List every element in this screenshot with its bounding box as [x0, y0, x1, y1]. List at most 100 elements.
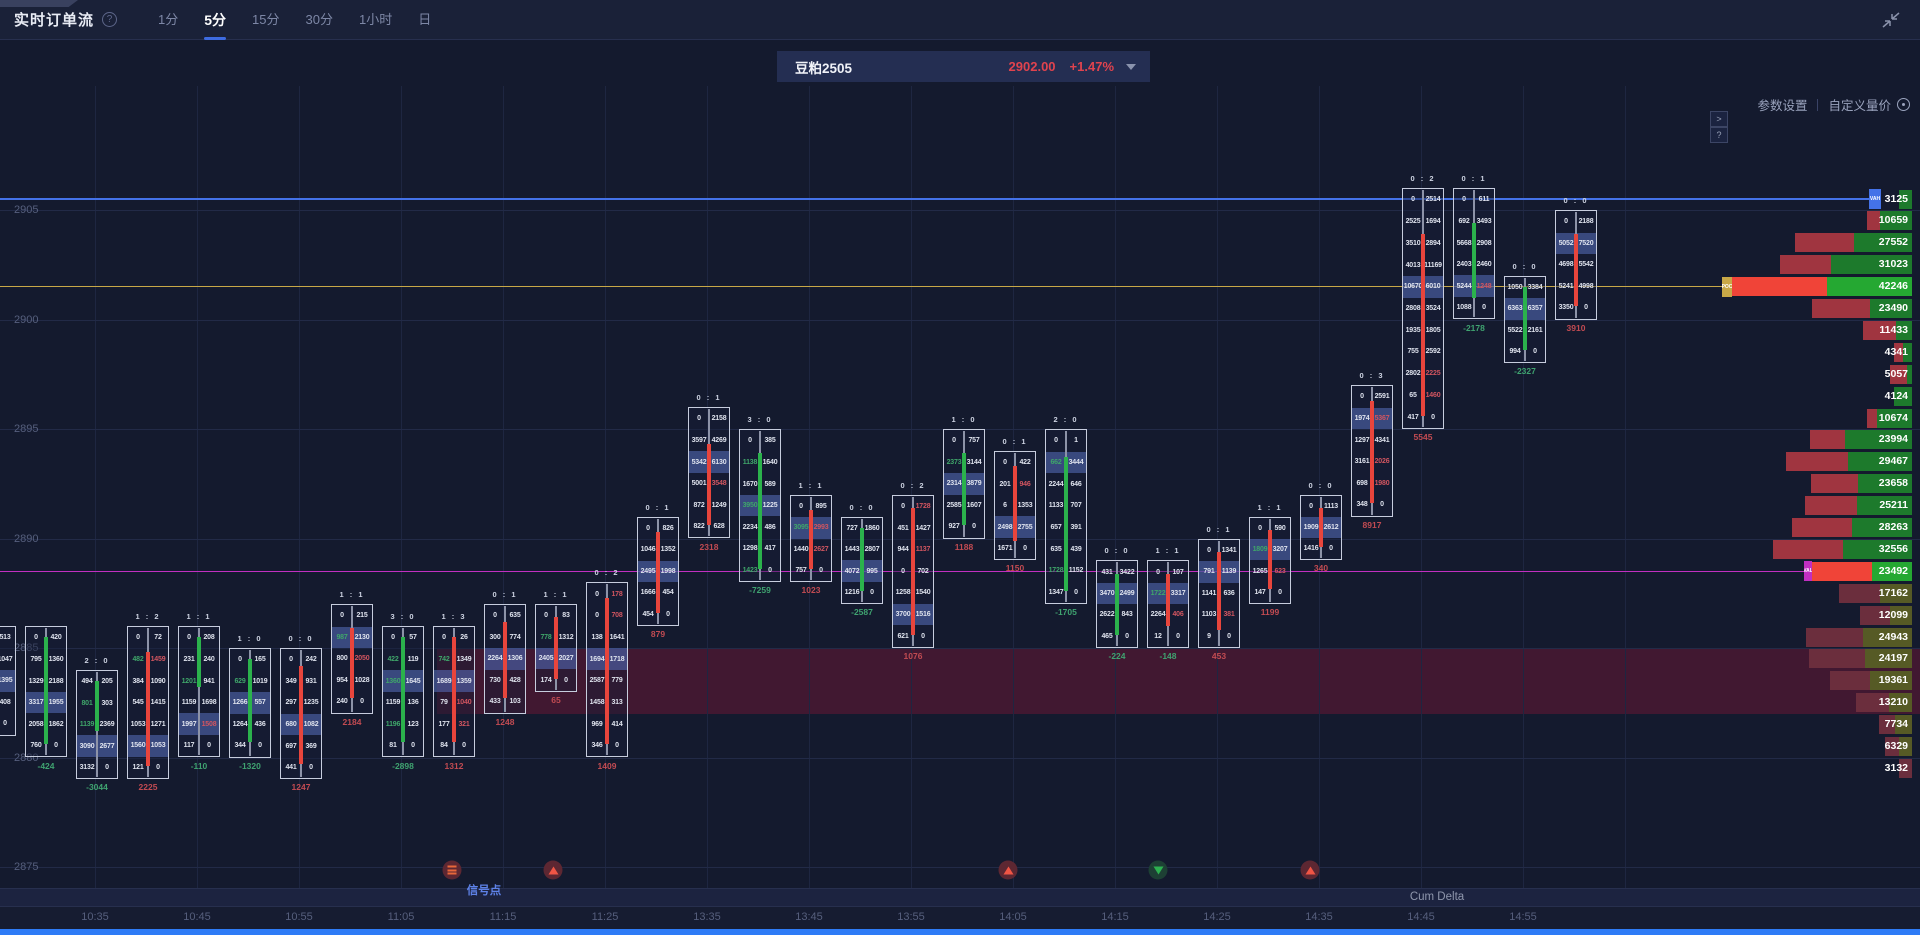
imbalance-header: 1 : 1	[186, 612, 212, 622]
ask-column: 2188 7520 5542 4998 0	[1576, 211, 1596, 319]
vertical-gridline	[1523, 86, 1524, 888]
ask-cell: 0	[1125, 632, 1129, 640]
gear-icon[interactable]	[1897, 98, 1910, 111]
candle-body	[503, 621, 507, 699]
sell-volume-segment	[1866, 211, 1881, 231]
bid-column: 727 1443 4072 1216	[842, 518, 862, 604]
expand-panel-button[interactable]: >	[1710, 111, 1728, 127]
price-axis-label: 2890	[14, 532, 39, 545]
tab-5分[interactable]: 5分	[204, 0, 226, 40]
bid-cell: 872	[693, 501, 705, 509]
bid-cell: 1201	[181, 677, 197, 685]
bid-column: 0 692 5668 2403 5244 1088	[1454, 189, 1474, 318]
bid-cell: 81	[389, 742, 397, 750]
signal-marker-down[interactable]	[1148, 860, 1168, 880]
ask-cell: 3444	[1066, 451, 1086, 474]
tab-15分[interactable]: 15分	[252, 11, 280, 27]
imbalance-header: 0 : 1	[696, 393, 722, 403]
volume-profile-value: 3125	[1884, 192, 1908, 205]
ask-cell: 995	[862, 560, 882, 582]
top-bar: 实时订单流 ? 1分 5分 15分 30分 1小时 日	[0, 0, 1920, 40]
ask-cell: 0	[1023, 545, 1027, 553]
candle-body	[554, 617, 558, 679]
candle-delta-label: -2178	[1463, 322, 1485, 333]
ask-cell: 1427	[915, 524, 931, 532]
ask-cell: 436	[254, 720, 266, 728]
bid-cell: 5052	[1556, 232, 1576, 254]
bid-cell: 3317	[26, 691, 46, 714]
bid-cell: 0	[340, 612, 344, 620]
bid-cell: 1694	[587, 648, 607, 670]
ask-cell: 1306	[505, 648, 525, 670]
footprint-chart[interactable]: 2905290028952890288528802875090322171025…	[0, 41, 1920, 888]
collapse-icon[interactable]	[1880, 10, 1902, 30]
ask-column: 178 708 1641 1718 779 313 414 0	[607, 583, 627, 756]
ask-cell: 3317	[1168, 582, 1188, 605]
ask-column: 2514 1694 2894 11169 6010 3524 1805 2592 2225 146…	[1423, 189, 1443, 428]
sell-volume-segment	[1811, 561, 1872, 581]
bid-cell: 348	[1356, 501, 1368, 509]
signal-marker-up[interactable]	[1300, 860, 1320, 880]
cum-delta-pane[interactable]: Cum Delta	[0, 888, 1920, 907]
bid-cell: 0	[493, 612, 497, 620]
ask-cell: 4341	[1374, 436, 1390, 444]
signal-marker-stack[interactable]	[442, 860, 462, 880]
volume-profile-bar	[1863, 320, 1912, 340]
bid-cell: 4072	[842, 560, 862, 582]
bid-cell: 0	[901, 567, 905, 575]
ask-cell: 1019	[252, 677, 268, 685]
bid-cell: 1264	[232, 720, 248, 728]
ask-cell: 1645	[403, 670, 423, 692]
bid-cell: 1671	[997, 545, 1013, 553]
bid-cell: 1216	[844, 589, 860, 597]
ask-cell: 1459	[150, 656, 166, 663]
param-settings-link[interactable]: 参数设置	[1757, 99, 1808, 113]
ask-cell: 3493	[1476, 217, 1492, 225]
custom-volume-price-link[interactable]: 自定义量价	[1828, 99, 1891, 113]
ask-cell: 557	[250, 692, 270, 714]
bid-cell: 417	[1407, 413, 1419, 421]
candle-delta-label: -424	[37, 760, 55, 771]
imbalance-header: 0 : 0	[288, 634, 314, 643]
bid-cell: 1416	[1303, 545, 1319, 553]
volume-profile-bar	[1808, 649, 1912, 669]
ask-cell: 0	[1227, 632, 1231, 640]
tab-1小时[interactable]: 1小时	[358, 11, 393, 27]
poc-line	[0, 285, 1722, 288]
candle[interactable]: 090322171025361513104713954080	[0, 626, 16, 736]
ask-cell: 2499	[1117, 582, 1137, 605]
signal-marker-up[interactable]	[543, 860, 563, 880]
bid-column: 0 422 1360 1159 1196 81	[383, 627, 403, 756]
volume-profile-value: 10674	[1878, 411, 1908, 424]
panel-help-button[interactable]: ?	[1710, 127, 1728, 143]
ask-cell: 1053	[148, 735, 168, 757]
bid-cell: 0	[1411, 196, 1415, 204]
bid-column: 0 791 1141 1103 9	[1199, 540, 1219, 648]
ask-cell: 0	[360, 698, 364, 706]
buy-volume-segment	[1895, 320, 1912, 340]
bid-cell: 3132	[79, 764, 95, 772]
contract-selector[interactable]: 豆粕2505 2902.00 +1.47%	[777, 51, 1150, 82]
volume-profile-value: 17162	[1878, 586, 1908, 599]
bid-cell: 657	[1050, 523, 1062, 531]
tab-日[interactable]: 日	[418, 11, 432, 27]
sell-volume-segment	[1779, 255, 1832, 275]
title-help-icon[interactable]: ?	[102, 12, 118, 27]
tab-1分[interactable]: 1分	[158, 11, 179, 27]
bid-column: 0 201 6 2498 1671	[995, 452, 1015, 560]
ask-cell: 1360	[48, 655, 64, 663]
ask-cell: 2612	[1321, 516, 1341, 539]
bid-cell: 5522	[1507, 326, 1523, 334]
bid-cell: 4698	[1558, 261, 1574, 269]
bid-cell: 441	[285, 764, 297, 772]
ask-cell: 1028	[354, 676, 370, 684]
price-axis-label: 2880	[14, 751, 39, 764]
buy-volume-segment	[1864, 649, 1912, 669]
bid-cell: 3470	[1097, 582, 1117, 605]
tab-30分[interactable]: 30分	[305, 11, 333, 27]
bid-column: 0 231 1201 1159 1997 117	[179, 627, 199, 756]
signal-marker-up[interactable]	[998, 860, 1018, 880]
bid-cell: 138	[591, 633, 603, 641]
ask-cell: 0	[666, 610, 670, 618]
bid-cell: 0	[544, 612, 548, 620]
